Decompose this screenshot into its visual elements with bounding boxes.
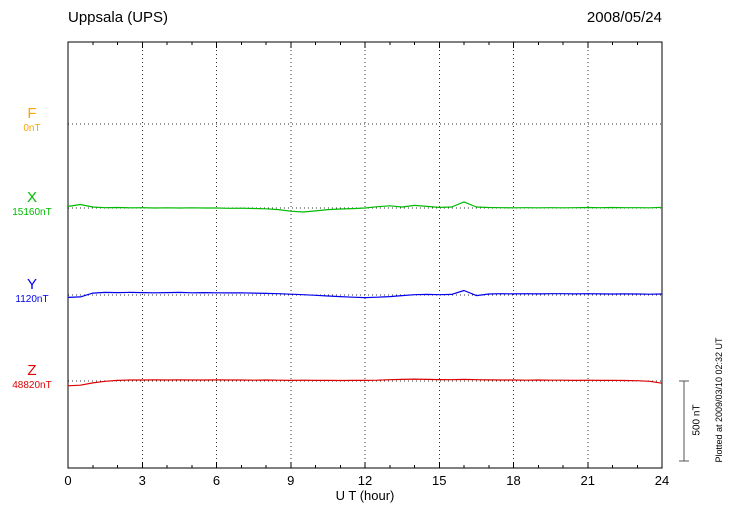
svg-text:12: 12 (358, 473, 372, 488)
svg-text:21: 21 (581, 473, 595, 488)
trace-label-x: X 15160nT (0, 190, 64, 219)
gridlines (68, 42, 662, 468)
trace-y (67, 289, 663, 299)
trace-name-x: X (26, 189, 37, 206)
trace-x (67, 201, 663, 213)
svg-text:3: 3 (139, 473, 146, 488)
trace-label-y: Y 1120nT (0, 277, 64, 306)
plotted-at-note: Plotted at 2009/03/10 02:32 UT (714, 337, 724, 463)
axis-ticks (67, 42, 663, 468)
trace-z (67, 378, 663, 387)
svg-text:18: 18 (506, 473, 520, 488)
svg-text:24: 24 (655, 473, 669, 488)
station-title: Uppsala (UPS) (68, 9, 169, 26)
svg-text:6: 6 (213, 473, 220, 488)
svg-text:0: 0 (64, 473, 71, 488)
x-tick-labels: 0 3 6 9 12 15 18 21 24 (64, 473, 669, 488)
trace-name-y: Y (26, 276, 37, 293)
svg-text:15: 15 (432, 473, 446, 488)
trace-name-z: Z (27, 362, 37, 379)
date-label: 2008/05/24 (586, 9, 662, 26)
trace-label-f: F 0nT (0, 106, 64, 135)
scale-bar (679, 380, 689, 462)
x-axis-title: U T (hour) (335, 488, 395, 503)
trace-name-f: F (27, 105, 37, 122)
trace-offset-f: 0nT (23, 123, 41, 134)
svg-text:9: 9 (287, 473, 294, 488)
trace-offset-x: 15160nT (12, 207, 52, 218)
trace-offset-z: 48820nT (12, 380, 52, 391)
trace-offset-y: 1120nT (15, 294, 49, 305)
trace-label-z: Z 48820nT (0, 363, 64, 392)
scale-bar-label: 500 nT (691, 404, 703, 436)
